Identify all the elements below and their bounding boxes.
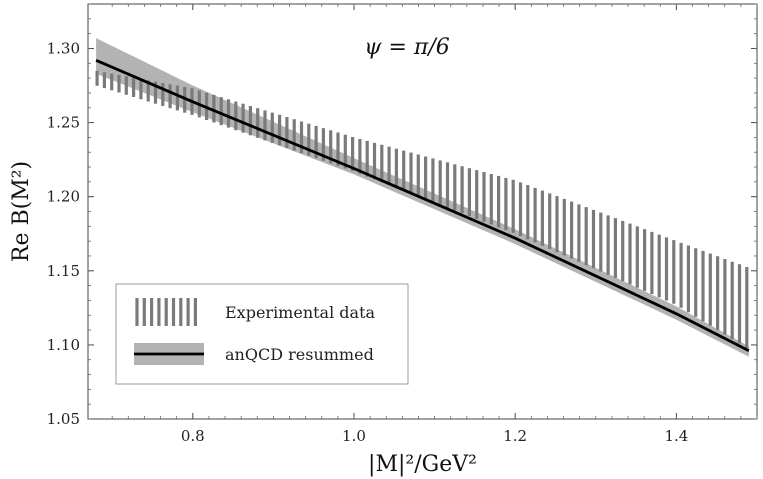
y-tick-label: 1.30 — [47, 39, 80, 57]
y-tick-label: 1.25 — [47, 114, 80, 132]
anqcd-resummed-line — [95, 59, 750, 353]
x-axis-label: |M|²/GeV² — [368, 452, 477, 477]
x-tick-label: 1.4 — [664, 427, 688, 445]
x-tick-label: 1.0 — [342, 427, 366, 445]
legend: Experimental data anQCD resummed — [115, 283, 409, 385]
y-axis-label: Re B(M²) — [9, 161, 34, 262]
y-tick-label: 1.05 — [47, 410, 80, 428]
y-tick-label: 1.10 — [47, 336, 80, 354]
experimental-band — [95, 70, 749, 348]
psi-annotation: ψ = π/6 — [364, 35, 450, 60]
y-tick-label: 1.15 — [47, 262, 80, 280]
x-tick-label: 1.2 — [503, 427, 527, 445]
x-tick-label: 0.8 — [181, 427, 205, 445]
legend-label-experimental: Experimental data — [225, 303, 376, 322]
legend-label-anqcd: anQCD resummed — [225, 345, 374, 364]
y-tick-label: 1.20 — [47, 188, 80, 206]
